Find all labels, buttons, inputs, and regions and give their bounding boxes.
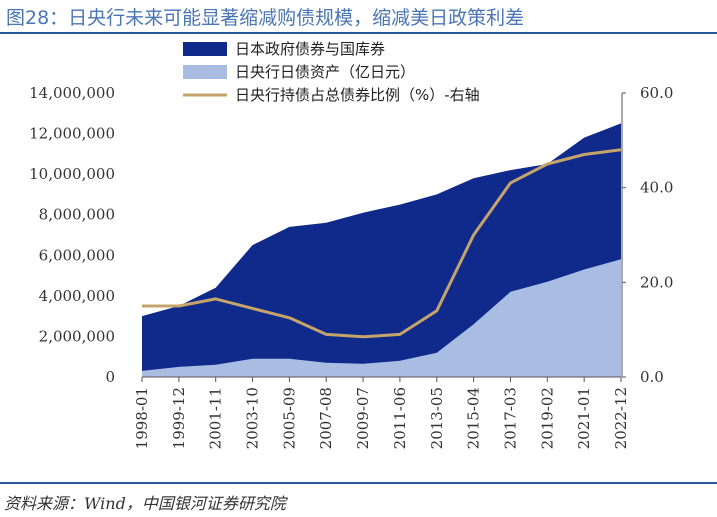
x-tick-label: 2021-01	[575, 387, 593, 449]
y-left-tick-label: 14,000,000	[29, 84, 115, 102]
source-note: 资料来源：Wind，中国银河证券研究院	[4, 494, 286, 513]
y-left-tick-label: 0	[105, 368, 115, 386]
x-tick-label: 1999-12	[170, 387, 188, 449]
x-tick-label: 2013-05	[428, 387, 446, 449]
line-layer	[142, 148, 622, 339]
y-left-tick-label: 12,000,000	[29, 125, 115, 143]
x-tick-label: 2015-04	[465, 387, 483, 449]
legend-label: 日本政府债券与国库券	[235, 40, 385, 58]
y-left-tick-label: 10,000,000	[29, 165, 115, 183]
legend-label: 日央行持债占总债券比例（%）-右轴	[235, 86, 480, 104]
y-left-tick-label: 2,000,000	[39, 327, 115, 345]
x-tick-label: 2007-08	[317, 387, 335, 449]
y-left-tick-label: 8,000,000	[39, 206, 115, 224]
y-left-tick-label: 6,000,000	[39, 246, 115, 264]
x-tick-label: 2005-09	[280, 387, 298, 449]
x-tick-label: 2022-12	[612, 387, 630, 449]
x-tick-label: 2009-07	[354, 387, 372, 449]
x-tick-label: 1998-01	[133, 387, 151, 449]
area-layer	[142, 123, 621, 378]
series-line-ratio	[142, 148, 622, 339]
x-tick-label: 2011-06	[391, 387, 409, 449]
x-tick-label: 2003-10	[244, 387, 262, 449]
legend-swatch-boj-holdings	[183, 65, 227, 79]
y-right-tick-label: 0.0	[640, 368, 664, 386]
legend-swatch-gov-bonds	[183, 42, 227, 56]
legend-label: 日央行日债资产（亿日元）	[235, 63, 415, 81]
y-right-tick-label: 60.0	[640, 84, 673, 102]
footer-divider	[0, 482, 717, 484]
axis-layer: 0 2,000,000 4,000,000 6,000,000 8,000,000 10,…	[29, 84, 673, 449]
y-right-tick-label: 20.0	[640, 273, 673, 291]
y-left-tick-label: 4,000,000	[39, 287, 115, 305]
series-area-boj-holdings	[142, 259, 621, 377]
y-right-tick-label: 40.0	[640, 179, 673, 197]
x-tick-label: 2019-02	[538, 387, 556, 449]
chart-title: 图28：日央行未来可能显著缩减购债规模，缩减美日政策利差	[6, 7, 525, 29]
x-tick-label: 2001-11	[207, 387, 225, 449]
title-divider	[0, 32, 717, 34]
x-tick-label: 2017-03	[501, 387, 519, 449]
